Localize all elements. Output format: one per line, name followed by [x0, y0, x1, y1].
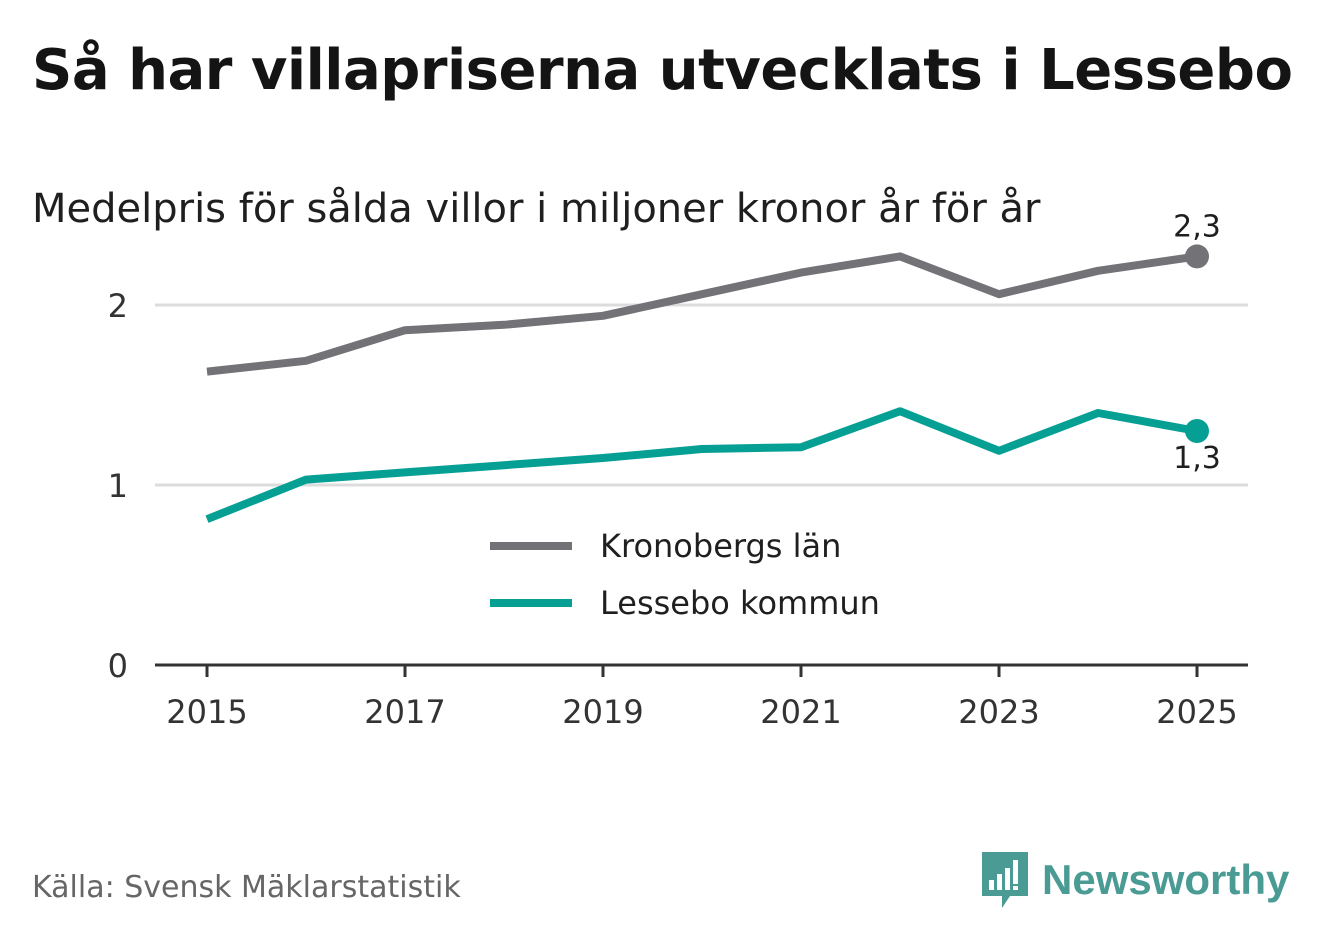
series-end-label-kronobergs-län: 2,3 [1173, 209, 1221, 244]
x-tick-label-2025: 2025 [1156, 693, 1237, 731]
legend-swatch-kronobergs [490, 542, 572, 550]
brand-name: Newsworthy [1042, 856, 1290, 903]
y-tick-label-0: 0 [108, 647, 128, 685]
newsworthy-logo-icon [982, 852, 1028, 908]
y-tick-label-2: 2 [108, 287, 128, 325]
chart-legend: Kronobergs län Lessebo kommun [478, 520, 926, 632]
series-end-point-lessebo-kommun [1185, 419, 1209, 443]
x-tick-label-2015: 2015 [166, 693, 247, 731]
source-note: Källa: Svensk Mäklarstatistik [32, 870, 461, 905]
x-tick-label-2019: 2019 [562, 693, 643, 731]
x-tick-label-2021: 2021 [760, 693, 841, 731]
series-line-kronobergs-län [206, 252, 1198, 376]
legend-swatch-lessebo [490, 599, 572, 607]
chart-subtitle: Medelpris för sålda villor i miljoner kr… [32, 186, 1041, 232]
legend-label-lessebo: Lessebo kommun [600, 584, 880, 622]
brand-logo[interactable]: Newsworthy [980, 848, 1289, 912]
legend-item-kronobergs: Kronobergs län [490, 526, 841, 566]
y-tick-label-1: 1 [108, 467, 128, 505]
series-end-label-lessebo-kommun: 1,3 [1173, 441, 1221, 476]
x-tick-label-2017: 2017 [364, 693, 445, 731]
legend-label-kronobergs: Kronobergs län [600, 527, 842, 565]
x-tick-label-2023: 2023 [958, 693, 1039, 731]
series-end-point-kronobergs-län [1185, 244, 1209, 269]
series-line-lessebo-kommun [205, 407, 1198, 523]
chart-title: Så har villapriserna utvecklats i Lesseb… [32, 38, 1293, 103]
legend-item-lessebo: Lessebo kommun [490, 583, 880, 623]
